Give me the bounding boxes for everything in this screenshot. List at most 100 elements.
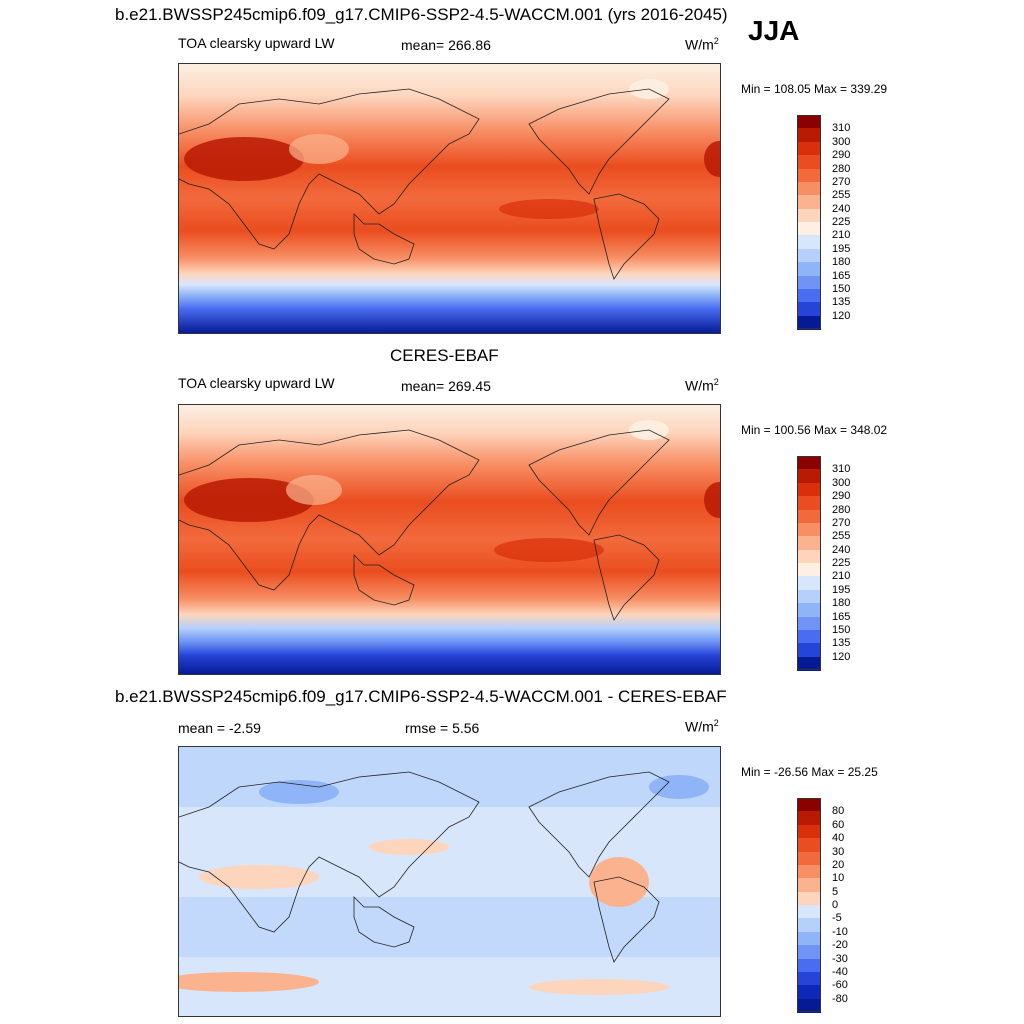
colorbar-swatch	[797, 958, 821, 973]
panel3-mean: mean = -2.59	[178, 720, 261, 736]
colorbar-label: -10	[832, 925, 848, 938]
colorbar-swatch	[797, 891, 821, 906]
colorbar-swatch	[797, 945, 821, 959]
colorbar-label: 135	[832, 637, 851, 650]
colorbar-label: 300	[832, 476, 851, 489]
panel1-map	[178, 63, 721, 334]
coastlines	[179, 88, 670, 280]
colorbar-swatch	[797, 208, 821, 223]
colorbar-swatch	[797, 878, 821, 893]
panel1-minmax: Min = 108.05 Max = 339.29	[741, 82, 888, 96]
colorbar-swatch	[797, 656, 821, 671]
panel2-units: W/m2	[685, 377, 719, 394]
colorbar-label: -5	[832, 912, 842, 925]
colorbar-label: 225	[832, 216, 851, 228]
colorbar-label: 60	[832, 818, 845, 831]
panel1-mean: mean= 266.86	[401, 37, 491, 53]
panel1-variable: TOA clearsky upward LW	[178, 35, 335, 51]
colorbar-label: -30	[832, 952, 848, 965]
colorbar-swatch	[797, 563, 821, 577]
panel2-minmax: Min = 100.56 Max = 348.02	[741, 423, 888, 437]
colorbar-swatch	[797, 141, 821, 156]
panel3-map	[178, 746, 721, 1017]
colorbar-label: 20	[832, 858, 845, 871]
colorbar-label: 30	[832, 845, 845, 858]
colorbar-label: 0	[832, 899, 839, 911]
colorbar-label: 150	[832, 282, 851, 295]
colorbar-label: 10	[832, 872, 845, 885]
colorbar-swatch	[797, 248, 821, 263]
colorbar-label: 80	[832, 805, 845, 818]
colorbar-label: -60	[832, 979, 848, 992]
colorbar-swatch	[797, 798, 821, 812]
panel2-mean: mean= 269.45	[401, 378, 491, 394]
colorbar-label: -20	[832, 939, 848, 952]
colorbar-swatch	[797, 302, 821, 317]
colorbar-swatch	[797, 522, 821, 537]
colorbar-swatch	[797, 509, 821, 524]
colorbar-label: 5	[832, 885, 839, 898]
colorbar-label: 40	[832, 832, 845, 845]
colorbar-label: 310	[832, 463, 851, 476]
colorbar-swatch	[797, 971, 821, 986]
colorbar-swatch	[797, 998, 821, 1013]
colorbar-swatch	[797, 275, 821, 290]
colorbar-swatch	[797, 824, 821, 839]
panel3-minmax: Min = -26.56 Max = 25.25	[741, 765, 878, 779]
season-label: JJA	[748, 15, 800, 46]
colorbar-swatch	[797, 851, 821, 866]
colorbar-label: 195	[832, 583, 851, 596]
panel2-map	[178, 404, 721, 675]
colorbar-swatch	[797, 469, 821, 484]
colorbar-swatch	[797, 262, 821, 276]
colorbar-label: 180	[832, 256, 851, 269]
colorbar-swatch	[797, 985, 821, 1000]
panel3-map-svg	[179, 747, 720, 1016]
colorbar-label: 270	[832, 516, 851, 529]
colorbar-label: 290	[832, 149, 851, 162]
colorbar-swatch	[797, 603, 821, 617]
colorbar-swatch	[797, 181, 821, 196]
colorbar-label: 195	[832, 242, 851, 255]
colorbar-label: 165	[832, 269, 851, 282]
colorbar-label: 310	[832, 122, 851, 135]
panel3-title: b.e21.BWSSP245cmip6.f09_g17.CMIP6-SSP2-4…	[115, 687, 727, 706]
colorbar-label: 255	[832, 189, 851, 202]
colorbar-label: 300	[832, 135, 851, 148]
colorbar-swatch	[797, 918, 821, 933]
colorbar-swatch	[797, 235, 821, 250]
panel2-title: CERES-EBAF	[390, 346, 499, 365]
colorbar-label: 210	[832, 229, 851, 242]
colorbar-swatch	[797, 536, 821, 551]
colorbar-swatch	[797, 195, 821, 210]
colorbar-label: 255	[832, 530, 851, 543]
colorbar-label: 120	[832, 650, 851, 663]
colorbar-swatch	[797, 931, 821, 946]
panel1-title: b.e21.BWSSP245cmip6.f09_g17.CMIP6-SSP2-4…	[115, 5, 728, 24]
colorbar-label: 280	[832, 162, 851, 175]
colorbar-label: 225	[832, 557, 851, 569]
panel3-rmse: rmse = 5.56	[405, 720, 480, 736]
colorbar-swatch	[797, 864, 821, 879]
colorbar-label: -80	[832, 992, 848, 1005]
colorbar-swatch	[797, 549, 821, 564]
panel1-map-svg	[179, 64, 720, 333]
colorbar-swatch	[797, 496, 821, 510]
colorbar-swatch	[797, 643, 821, 658]
colorbar-swatch	[797, 589, 821, 604]
colorbar-label: 240	[832, 543, 851, 556]
colorbar-label: 135	[832, 296, 851, 309]
panel1-units: W/m2	[685, 36, 719, 53]
colorbar-swatch	[797, 482, 821, 497]
colorbar-label: 240	[832, 202, 851, 215]
colorbar-label: 180	[832, 597, 851, 610]
colorbar-label: 270	[832, 175, 851, 188]
colorbar-swatch	[797, 629, 821, 644]
colorbar-label: -40	[832, 965, 848, 978]
colorbar-swatch	[797, 115, 821, 129]
colorbar-swatch	[797, 288, 821, 303]
colorbar-label: 120	[832, 309, 851, 322]
colorbar-swatch	[797, 128, 821, 143]
colorbar-swatch	[797, 456, 821, 470]
colorbar-swatch	[797, 576, 821, 591]
